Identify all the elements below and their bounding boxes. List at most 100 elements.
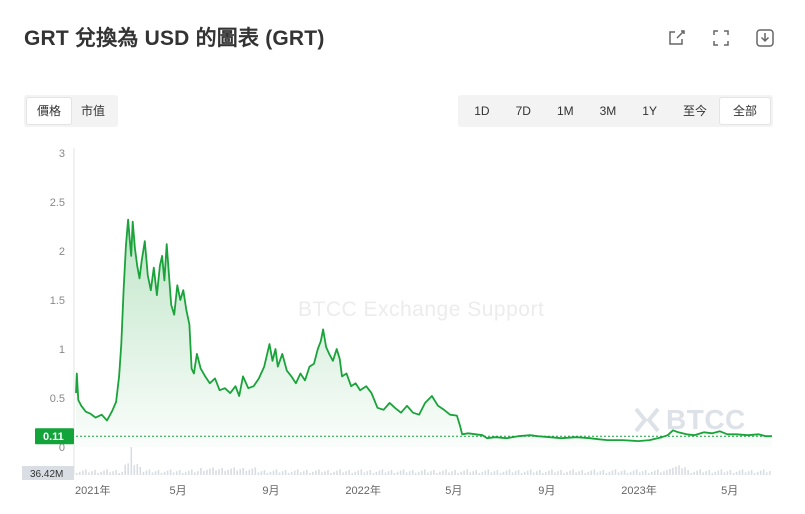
volume-bar: [357, 470, 359, 475]
volume-bar: [254, 467, 257, 475]
volume-bar: [551, 469, 553, 475]
volume-bar: [372, 473, 375, 475]
volume-bar: [554, 472, 556, 475]
range-ytd[interactable]: 至今: [682, 104, 707, 118]
share-icon[interactable]: [665, 26, 689, 50]
volume-bar: [414, 473, 417, 475]
volume-bar: [206, 469, 208, 475]
volume-bar: [100, 471, 102, 475]
x-tick-label: 2022年: [345, 483, 380, 497]
volume-bar: [741, 469, 744, 475]
volume-bar: [281, 471, 284, 475]
volume-bar: [378, 470, 381, 475]
volume-bar: [672, 467, 674, 475]
volume-bar: [762, 469, 765, 475]
volume-bar: [354, 471, 356, 475]
volume-bar: [315, 470, 317, 475]
volume-bar: [687, 470, 689, 475]
volume-bar: [490, 472, 493, 475]
volume-bar: [303, 471, 305, 475]
volume-bar: [124, 464, 126, 475]
volume-bar: [711, 473, 714, 475]
btcc-logo-icon: [634, 407, 660, 433]
volume-bar: [191, 469, 193, 475]
volume-bar: [266, 473, 269, 475]
price-area: [76, 219, 772, 447]
volume-bar: [345, 471, 347, 475]
volume-bar: [408, 471, 411, 475]
volume-bar: [472, 471, 474, 475]
volume-bar: [91, 471, 93, 475]
volume-bar: [154, 471, 157, 475]
range-3m[interactable]: 3M: [599, 104, 617, 118]
price-chart[interactable]: 0 0.5 1 1.5 2 2.5 3 0.11 36.42M 2021年 5月 9月 2022年…: [0, 140, 805, 514]
volume-bar: [484, 470, 487, 475]
volume-bar: [708, 470, 711, 475]
range-7d[interactable]: 7D: [515, 104, 531, 118]
tab-price[interactable]: 價格: [27, 98, 72, 124]
volume-bar: [421, 470, 423, 475]
volume-bar: [278, 472, 281, 475]
range-1y[interactable]: 1Y: [642, 104, 657, 118]
volume-bar: [181, 473, 184, 475]
volume-bar: [663, 471, 665, 475]
y-axis: 0 0.5 1 1.5 2 2.5 3: [50, 148, 75, 475]
volume-bar: [729, 470, 732, 475]
volume-bar: [233, 467, 235, 475]
volume-bar: [366, 471, 369, 475]
y-tick-label: 1.5: [50, 295, 65, 307]
volume-bar: [587, 471, 589, 475]
volume-bar: [290, 471, 293, 475]
y-tick-label: 0.5: [50, 393, 65, 405]
tab-market-cap[interactable]: 市值: [81, 104, 106, 118]
volume-bar: [684, 467, 686, 475]
volume-bar: [669, 469, 671, 475]
volume-bar: [163, 471, 166, 475]
volume-bar: [514, 471, 517, 475]
volume-bar: [321, 472, 323, 475]
volume-bar: [632, 470, 635, 475]
volume-bar: [635, 469, 638, 475]
volume-bar: [681, 468, 683, 475]
volume-bar: [487, 469, 490, 475]
volume-bar: [351, 473, 353, 475]
volume-bar: [396, 471, 399, 475]
volume-bar: [529, 469, 532, 475]
volume-bar: [693, 471, 695, 475]
download-icon[interactable]: [753, 26, 777, 50]
volume-bar: [511, 472, 514, 475]
volume-bar: [269, 471, 272, 475]
x-tick-label: 5月: [721, 485, 738, 497]
volume-bar: [178, 470, 181, 475]
volume-bar: [342, 472, 344, 475]
volume-bar: [726, 471, 729, 475]
x-tick-label: 5月: [445, 485, 462, 497]
range-all[interactable]: 全部: [719, 98, 770, 124]
volume-bar: [475, 470, 477, 475]
volume-bar: [702, 472, 704, 475]
metric-selector: 價格 市值: [24, 95, 119, 127]
volume-bar: [481, 471, 484, 475]
chart-toolbar: [665, 26, 777, 50]
fullscreen-icon[interactable]: [709, 26, 733, 50]
volume-bar: [197, 471, 199, 475]
volume-bar: [496, 470, 499, 475]
y-tick-label: 3: [59, 148, 65, 160]
volume-bar: [360, 469, 363, 475]
range-1m[interactable]: 1M: [556, 104, 574, 118]
volume-bar: [717, 470, 720, 475]
volume-bar: [318, 469, 320, 475]
volume-bar: [696, 470, 698, 475]
volume-bar: [387, 471, 390, 475]
volume-bar: [215, 470, 217, 475]
current-price-badge: 0.11: [35, 428, 74, 445]
volume-bar: [224, 471, 226, 475]
range-1d[interactable]: 1D: [474, 104, 490, 118]
volume-badge: 36.42M: [22, 466, 74, 480]
volume-bar: [660, 472, 662, 475]
volume-bar: [545, 471, 547, 475]
volume-bar: [330, 473, 332, 475]
volume-bar: [614, 469, 617, 475]
volume-bar: [390, 470, 393, 475]
current-price-label: 0.11: [43, 431, 64, 443]
